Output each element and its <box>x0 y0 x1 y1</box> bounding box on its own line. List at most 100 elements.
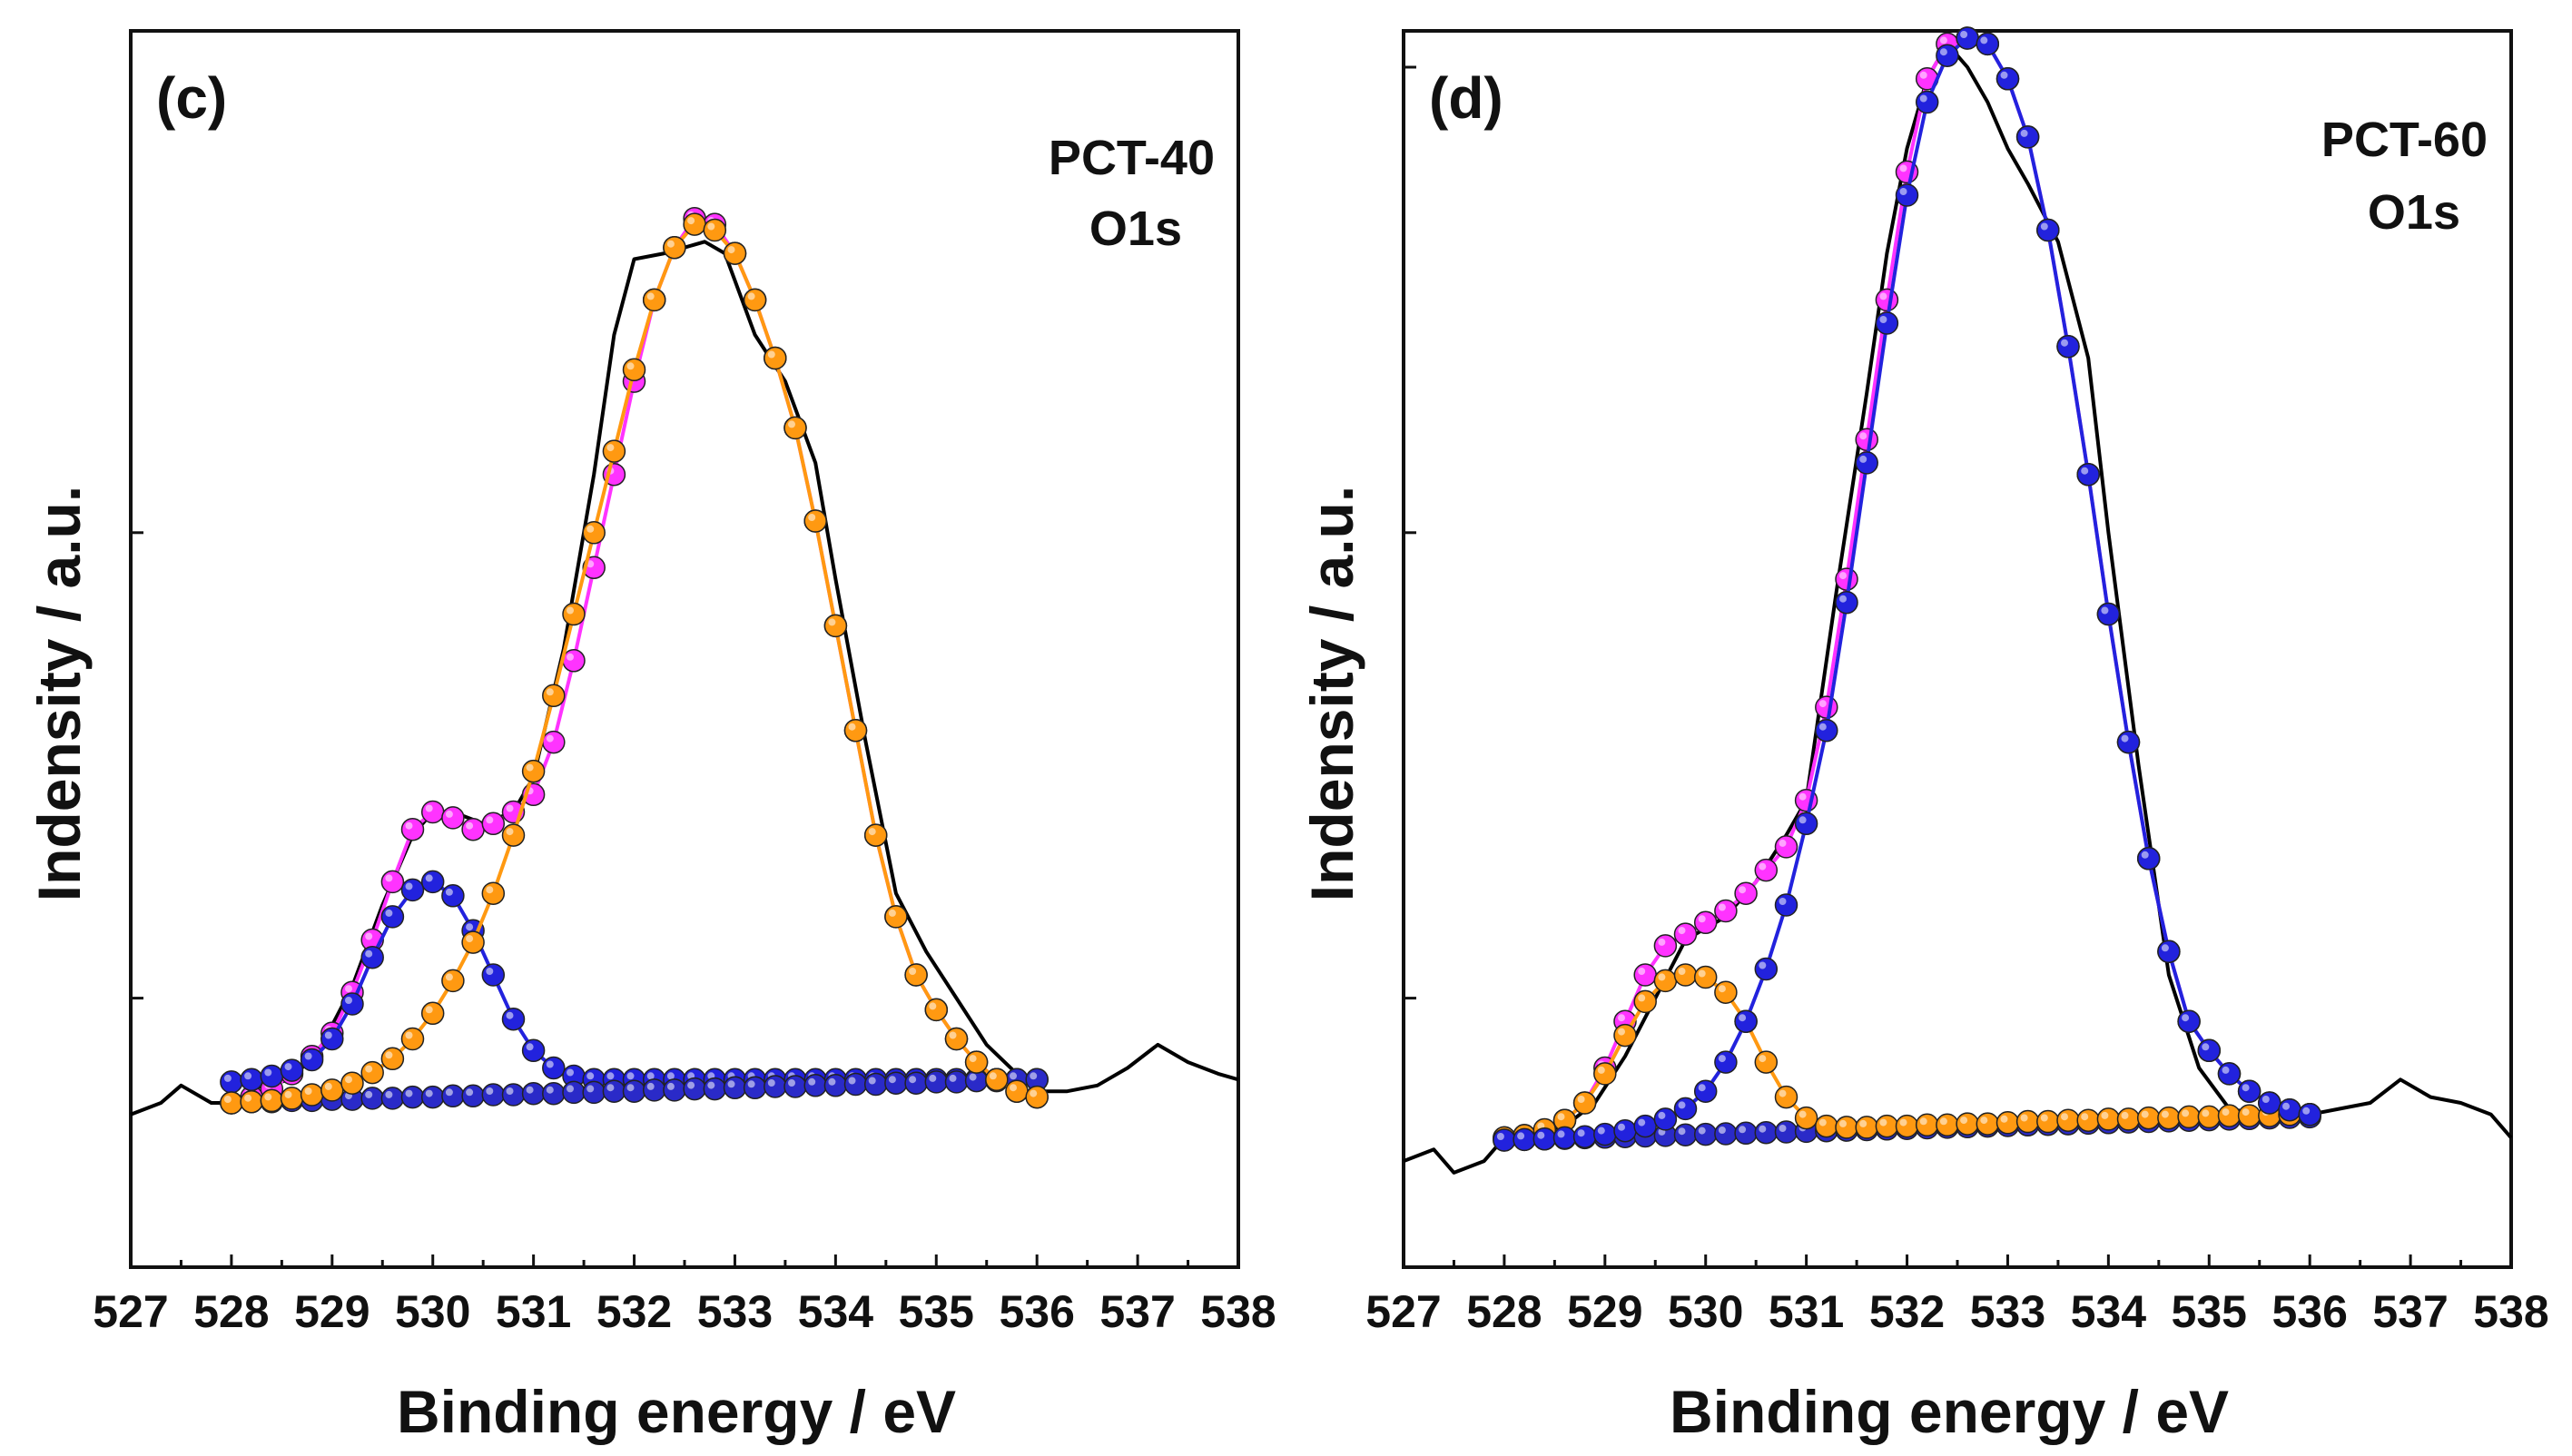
data-point <box>1754 858 1779 882</box>
data-point <box>461 930 485 954</box>
data-point-highlight <box>868 1077 876 1085</box>
data-point-highlight <box>304 1052 312 1060</box>
x-tick-label: 534 <box>798 1286 874 1337</box>
data-point <box>380 1087 405 1110</box>
x-axis-title: Binding energy / eV <box>397 1378 956 1445</box>
data-point <box>1754 1050 1779 1074</box>
data-point <box>1513 1127 1536 1152</box>
data-point-highlight <box>526 1086 534 1094</box>
data-point-highlight <box>1577 1129 1585 1137</box>
data-point <box>843 1072 868 1097</box>
data-point-highlight <box>2061 1113 2068 1121</box>
data-point <box>904 1071 928 1095</box>
data-point <box>1936 1113 1959 1137</box>
data-point-highlight <box>2040 1114 2048 1122</box>
data-point-highlight <box>929 1074 937 1082</box>
data-point-highlight <box>2222 1066 2230 1074</box>
data-point <box>863 823 888 847</box>
data-point <box>380 870 405 894</box>
data-point-highlight <box>546 688 554 696</box>
data-point-highlight <box>1597 1126 1605 1135</box>
data-point <box>1572 1091 1597 1115</box>
x-tick-label: 536 <box>2271 1286 2347 1337</box>
data-point <box>2217 1062 2242 1086</box>
data-point <box>2096 1107 2121 1131</box>
data-point <box>2237 1079 2262 1103</box>
x-tick-label: 532 <box>596 1286 672 1337</box>
data-point-highlight <box>1859 432 1867 440</box>
data-point <box>320 1078 344 1102</box>
data-point <box>1774 1120 1798 1144</box>
data-point-highlight <box>385 874 393 882</box>
data-point <box>2217 1104 2242 1127</box>
data-point-highlight <box>1779 1089 1787 1097</box>
data-point-highlight <box>1698 915 1706 923</box>
data-point <box>1653 969 1678 993</box>
data-point <box>420 870 445 894</box>
data-point <box>2015 1109 2040 1134</box>
data-point-highlight <box>223 1096 232 1103</box>
data-point-highlight <box>466 923 474 931</box>
data-point <box>622 1079 646 1103</box>
x-tick-label: 529 <box>294 1286 370 1337</box>
x-tick-label: 538 <box>2473 1286 2548 1337</box>
data-point-highlight <box>365 949 373 958</box>
data-point-highlight <box>1899 164 1907 172</box>
data-point <box>1875 311 1899 335</box>
data-point <box>300 1083 324 1107</box>
data-point-highlight <box>969 1073 977 1081</box>
x-tick-label: 538 <box>1200 1286 1276 1337</box>
data-point-highlight <box>1678 1101 1686 1109</box>
data-point-highlight <box>284 1090 292 1098</box>
data-point-highlight <box>425 1006 433 1014</box>
data-point-highlight <box>546 1086 554 1094</box>
data-point <box>2298 1103 2321 1126</box>
data-point <box>1593 1122 1617 1146</box>
data-point-highlight <box>1678 968 1686 975</box>
x-tick-label: 530 <box>395 1286 470 1337</box>
data-point <box>2136 847 2161 871</box>
data-point-highlight <box>666 1072 675 1080</box>
data-point <box>843 718 868 743</box>
data-point-highlight <box>567 606 574 615</box>
data-point-highlight <box>606 1084 615 1092</box>
data-point-highlight <box>808 514 816 521</box>
data-point <box>2056 1108 2080 1132</box>
data-point-highlight <box>727 1080 735 1088</box>
data-point <box>1875 288 1899 312</box>
data-point <box>1693 965 1718 989</box>
data-point-highlight <box>727 246 735 254</box>
data-point-highlight <box>1658 973 1666 981</box>
x-tick-label: 537 <box>2372 1286 2448 1337</box>
data-point <box>783 1075 807 1098</box>
data-point-highlight <box>1798 792 1807 801</box>
data-point <box>1734 1121 1758 1146</box>
data-point-highlight <box>1718 1055 1726 1063</box>
data-point <box>1855 451 1878 475</box>
data-point-highlight <box>1759 961 1767 969</box>
data-point-highlight <box>405 1089 413 1097</box>
data-point-highlight <box>466 935 474 943</box>
data-point <box>1754 1120 1779 1145</box>
data-point <box>924 1070 949 1094</box>
x-tick-label: 528 <box>193 1286 269 1337</box>
x-tick-label: 536 <box>999 1286 1074 1337</box>
data-point-highlight <box>324 1031 332 1039</box>
data-point <box>1025 1085 1049 1109</box>
data-point <box>1633 963 1657 987</box>
data-point <box>1794 812 1818 836</box>
data-point-highlight <box>567 1085 574 1093</box>
data-point-highlight <box>626 1084 635 1092</box>
data-point-highlight <box>1759 1125 1767 1133</box>
data-point-highlight <box>567 653 574 661</box>
data-point-highlight <box>2101 1111 2109 1119</box>
data-point-highlight <box>1980 36 1988 44</box>
data-point <box>542 684 566 708</box>
data-point-highlight <box>2101 606 2109 615</box>
data-point-highlight <box>2242 1108 2250 1117</box>
data-point-highlight <box>486 1087 494 1095</box>
data-point <box>863 1072 888 1097</box>
data-point-highlight <box>486 886 494 894</box>
x-tick-label: 527 <box>93 1286 168 1337</box>
data-point <box>1976 1112 2000 1136</box>
